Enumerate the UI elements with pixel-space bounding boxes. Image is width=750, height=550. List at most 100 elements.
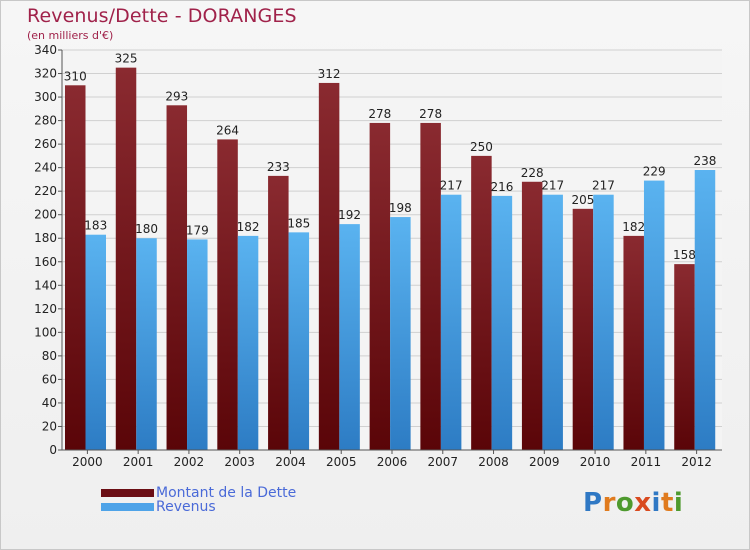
y-tick-label: 180	[34, 231, 57, 245]
bar-revenue-2000	[85, 234, 106, 450]
bar-debt-2008	[471, 155, 492, 450]
bar-revenue-2011	[643, 180, 665, 450]
logo-letter: t	[660, 488, 674, 518]
legend-label-revenue: Revenus	[156, 499, 216, 515]
y-tick-label: 320	[34, 67, 57, 81]
bar-debt-2012	[674, 264, 695, 450]
data-label-debt-2010: 205	[571, 193, 594, 207]
legend-label-debt: Montant de la Dette	[156, 485, 297, 501]
x-tick-label: 2003	[224, 455, 255, 469]
data-label-debt-2004: 233	[267, 160, 290, 174]
y-tick-label: 160	[34, 255, 57, 269]
bar-debt-2009	[521, 181, 543, 450]
logo-letter: P	[583, 488, 603, 518]
x-tick-label: 2012	[681, 455, 712, 469]
logo-letter: i	[651, 488, 661, 518]
data-label-debt-2002: 293	[165, 89, 188, 103]
bar-revenue-2004	[288, 232, 310, 450]
bar-revenue-2012	[694, 170, 716, 450]
x-tick-label: 2007	[427, 455, 458, 469]
proxiti-logo: Proxiti	[583, 488, 683, 518]
y-tick-label: 60	[42, 372, 57, 386]
data-label-revenue-2010: 217	[592, 179, 615, 193]
data-label-revenue-2006: 198	[389, 201, 412, 215]
x-tick-label: 2000	[72, 455, 103, 469]
y-tick-label: 120	[34, 302, 57, 316]
chart-title: Revenus/Dette - DORANGES	[27, 5, 297, 27]
axes: 0 20 40 60 80 100 120 140 160 180 200 220 240 260 280 3…	[34, 43, 722, 469]
bars	[65, 67, 716, 451]
legend-swatch-debt	[101, 489, 154, 497]
x-tick-label: 2011	[631, 455, 662, 469]
bar-debt-2004	[268, 175, 289, 450]
logo-letter: i	[673, 488, 684, 518]
x-tick-label: 2005	[326, 455, 357, 469]
bar-debt-2010	[572, 208, 594, 450]
data-label-revenue-2000: 183	[84, 219, 107, 233]
bar-revenue-2010	[593, 194, 614, 450]
chart-subtitle: (en milliers d'€)	[27, 29, 114, 42]
data-label-debt-2005: 312	[318, 67, 341, 81]
x-tick-label: 2010	[580, 455, 611, 469]
data-label-revenue-2007: 217	[440, 179, 463, 193]
data-label-debt-2009: 228	[521, 166, 544, 180]
y-tick-label: 100	[34, 325, 57, 339]
y-tick-label: 280	[34, 114, 57, 128]
data-label-debt-2012: 158	[673, 248, 696, 262]
bar-revenue-2008	[491, 195, 513, 450]
data-label-debt-2008: 250	[470, 140, 493, 154]
bar-revenue-2007	[440, 194, 462, 450]
y-tick-label: 220	[34, 184, 57, 198]
bar-revenue-2006	[390, 217, 411, 450]
bar-debt-2002	[166, 105, 188, 450]
data-label-debt-2000: 310	[64, 69, 87, 83]
data-labels: 310 183 325 180 293 179 264 182 233 185 312 192 278 1…	[64, 52, 717, 262]
x-tick-label: 2004	[275, 455, 306, 469]
data-label-revenue-2009: 217	[541, 179, 564, 193]
x-tick-label: 2002	[174, 455, 205, 469]
data-label-revenue-2001: 180	[135, 222, 158, 236]
y-tick-label: 200	[34, 208, 57, 222]
data-label-revenue-2008: 216	[490, 180, 513, 194]
data-label-revenue-2002: 179	[186, 223, 209, 237]
logo-letter: x	[634, 488, 652, 518]
bar-revenue-2002	[187, 239, 208, 450]
bar-revenue-2005	[339, 224, 360, 450]
bar-revenue-2001	[136, 238, 157, 450]
bar-revenue-2003	[237, 235, 259, 450]
data-label-debt-2006: 278	[368, 107, 391, 121]
y-tick-label: 140	[34, 278, 57, 292]
y-tick-label: 80	[42, 349, 57, 363]
bar-debt-2001	[115, 67, 137, 450]
y-tick-label: 20	[42, 419, 57, 433]
bar-debt-2000	[65, 85, 86, 450]
x-tick-label: 2001	[123, 455, 154, 469]
y-tick-label: 40	[42, 396, 57, 410]
bar-debt-2011	[623, 235, 644, 450]
logo-letter: o	[615, 488, 635, 518]
bar-debt-2007	[420, 122, 441, 451]
y-tick-label: 300	[34, 90, 57, 104]
y-tick-label: 260	[34, 137, 57, 151]
y-tick-label: 0	[49, 443, 57, 457]
data-label-debt-2003: 264	[216, 123, 239, 137]
logo-letter: r	[602, 488, 616, 518]
data-label-revenue-2004: 185	[287, 216, 310, 230]
bar-debt-2003	[217, 139, 238, 451]
data-label-revenue-2005: 192	[338, 208, 361, 222]
bar-debt-2006	[369, 122, 391, 451]
data-label-revenue-2012: 238	[694, 154, 717, 168]
y-tick-label: 340	[34, 43, 57, 57]
legend-swatch-revenue	[101, 503, 154, 511]
bar-revenue-2009	[542, 194, 563, 450]
y-tick-label: 240	[34, 161, 57, 175]
data-label-debt-2011: 182	[622, 220, 645, 234]
data-label-revenue-2011: 229	[643, 165, 666, 179]
bar-debt-2005	[318, 82, 340, 451]
x-tick-label: 2008	[478, 455, 509, 469]
data-label-debt-2001: 325	[115, 52, 138, 66]
data-label-revenue-2003: 182	[237, 220, 260, 234]
x-tick-label: 2009	[529, 455, 560, 469]
data-label-debt-2007: 278	[419, 107, 442, 121]
